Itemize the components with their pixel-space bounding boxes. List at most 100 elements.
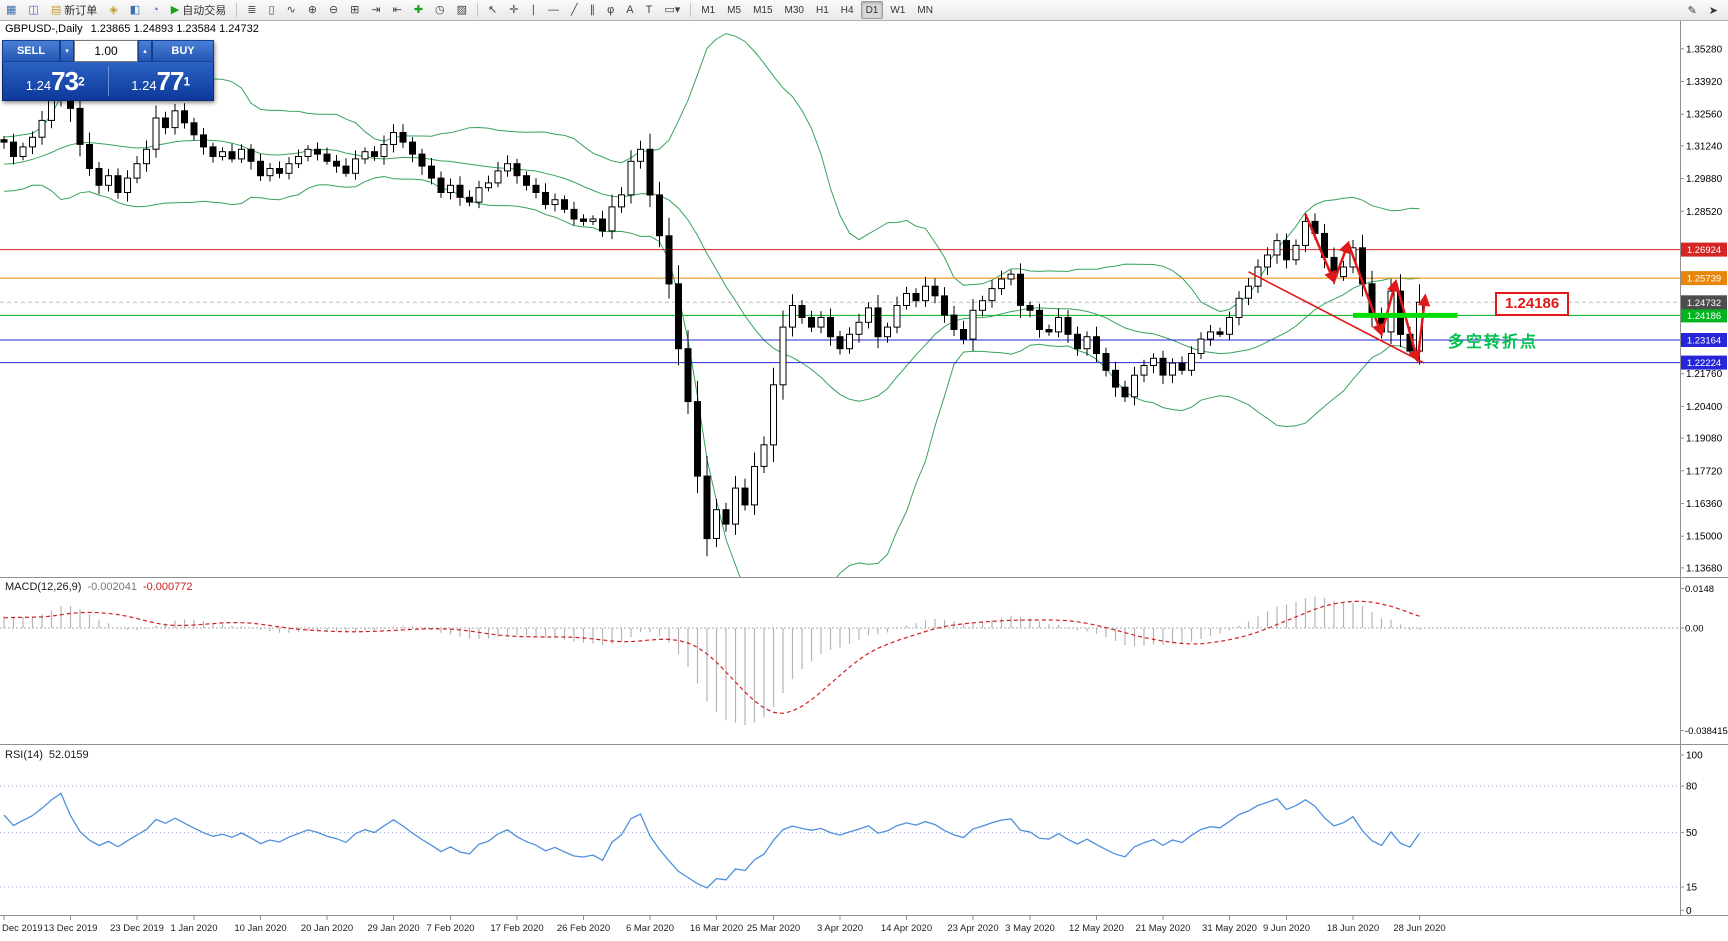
channel-icon[interactable]: ∥ [585,1,601,20]
timeframe-h1-button[interactable]: H1 [815,4,829,16]
candlestick-chart-icon[interactable]: ▯ [263,1,279,20]
chart-shift-icon[interactable]: ⇤ [388,1,407,20]
cursor-icon: ↖ [488,3,498,16]
timeframe-d1-button[interactable]: D1 [860,1,884,19]
chart-ohlc-values: 1.23865 1.24893 1.23584 1.24732 [90,23,259,35]
data-window-icon[interactable]: ◧ [125,1,145,20]
date-label: 1 Jan 2020 [170,923,217,934]
terminal-icon: ▦ [6,3,17,16]
svg-text:1.22224: 1.22224 [1687,358,1721,369]
date-label: 18 Jun 2020 [1327,923,1379,934]
navigator-icon[interactable]: ◔ [147,1,164,20]
main-toolbar: ▦ ◫ ▤ 新订单 ◈ ◧ ◔ ▶ 自动交易 ≣ ▯ ∿ ⊕ ⊖ ⊞ ⇥ ⇤ ✚ ◷ ▨ ↖ ✛ ∣ ― ╱ ∥ φ A T ▭▾ M1 M5… [0,0,1728,21]
shapes-icon: ▭▾ [664,3,681,16]
price-axis-label: 1.21760 [1686,369,1723,380]
turning-point-note: 多空转折点 [1448,334,1539,351]
price-level-callout: 1.24186 [1495,292,1570,316]
shapes-icon[interactable]: ▭▾ [659,1,685,20]
bollinger-bands [3,33,1420,577]
macd-pane[interactable] [0,596,1680,726]
fibonacci-icon: φ [607,3,615,16]
date-label: 29 Jan 2020 [367,923,419,934]
line-chart-icon[interactable]: ∿ [282,1,301,20]
date-label: 28 Jun 2020 [1393,923,1445,934]
timeframe-m1-button[interactable]: M1 [701,4,716,16]
rsi-axis-label: 50 [1686,828,1698,839]
cursor-icon[interactable]: ↖ [483,1,502,20]
zigzag-arrow [1304,213,1336,284]
terminal-icon[interactable]: ▦ [1,1,21,20]
main-chart-pane[interactable] [0,33,1680,621]
market-watch-icon[interactable]: ◈ [104,1,122,20]
new-chart-icon[interactable]: ◫ [23,1,43,20]
zigzag-arrow [1416,293,1431,361]
rsi-pane[interactable] [0,785,1680,889]
new-order-button[interactable]: ▤ 新订单 [46,1,102,20]
macd-indicator-label: MACD(12,26,9) -0.002041 -0.000772 [5,581,193,593]
zoom-out-icon[interactable]: ⊖ [324,1,343,20]
fibonacci-icon[interactable]: φ [602,1,619,20]
timeframe-m15-button[interactable]: M15 [753,4,773,16]
tile-windows-icon: ⊞ [350,3,360,16]
macd-axis-label: 0.00 [1685,624,1704,635]
tile-windows-icon[interactable]: ⊞ [345,1,364,20]
auto-scroll-icon[interactable]: ⇥ [366,1,385,20]
date-label: 25 Mar 2020 [747,923,800,934]
time-axis: Dec 2019 13 Dec 2019 23 Dec 2019 1 Jan 2020… [2,916,1446,934]
bar-chart-icon[interactable]: ≣ [242,1,261,20]
svg-text:1.24186: 1.24186 [1687,311,1721,322]
edit-icon[interactable]: ✎ [1687,5,1697,17]
macd-main-value: -0.002041 [87,581,137,593]
timeframe-w1-button[interactable]: W1 [890,4,906,16]
indicators-icon[interactable]: ✚ [409,1,428,20]
price-axis-chip: 1.24186 [1681,308,1727,323]
price-axis-label: 1.15000 [1686,532,1723,543]
sell-price-button[interactable]: 1.24732 [25,66,85,96]
date-label: 23 Dec 2019 [110,923,164,934]
date-label: 12 May 2020 [1069,923,1124,934]
timeframe-m5-button[interactable]: M5 [727,4,742,16]
price-axis-label: 1.20400 [1686,402,1723,413]
macd-signal-line [3,600,1420,715]
date-label: 26 Feb 2020 [557,923,610,934]
vertical-line-icon[interactable]: ∣ [525,1,541,20]
trendline-icon[interactable]: ╱ [566,1,583,20]
periods-icon[interactable]: ◷ [430,1,450,20]
volume-input[interactable] [75,41,137,61]
buy-price-button[interactable]: 1.24771 [131,66,191,96]
chart-symbol-period: GBPUSD-,Daily [5,23,83,35]
sell-button[interactable]: SELL [2,40,60,62]
date-label: 3 May 2020 [1005,923,1055,934]
timeframe-m30-button[interactable]: M30 [784,4,804,16]
price-axis-label: 1.16360 [1686,499,1723,510]
date-label: 7 Feb 2020 [426,923,474,934]
price-divider [107,66,109,96]
date-label: 23 Apr 2020 [947,923,998,934]
horizontal-line-icon[interactable]: ― [543,1,564,20]
autotrading-button-label: 自动交易 [182,5,227,17]
crosshair-icon[interactable]: ✛ [504,1,523,20]
price-axis-chip: 1.24732 [1681,295,1727,310]
buy-button[interactable]: BUY [152,40,214,62]
timeframe-h4-button[interactable]: H4 [840,4,854,16]
volume-up-button[interactable]: ▴ [138,40,152,62]
label-icon[interactable]: T [641,1,658,20]
new-order-icon: ▤ [50,3,62,16]
templates-icon[interactable]: ▨ [452,1,472,20]
date-label: 14 Apr 2020 [881,923,932,934]
date-label: 6 Mar 2020 [626,923,674,934]
auto-scroll-icon: ⇥ [371,3,381,16]
svg-text:1.25739: 1.25739 [1687,274,1721,285]
zigzag-arrow [1332,240,1351,282]
rsi-value: 52.0159 [48,749,89,761]
autotrading-button[interactable]: ▶ 自动交易 [166,1,231,20]
rsi-axis-label: 15 [1686,883,1698,894]
text-icon[interactable]: A [621,1,638,20]
sell-options-button[interactable]: ▾ [60,40,74,62]
navigator-icon: ◔ [152,3,159,16]
timeframe-mn-button[interactable]: MN [917,4,933,16]
periods-icon: ◷ [435,3,445,16]
pointer-icon[interactable]: ➤ [1708,5,1718,17]
zoom-in-icon[interactable]: ⊕ [303,1,322,20]
